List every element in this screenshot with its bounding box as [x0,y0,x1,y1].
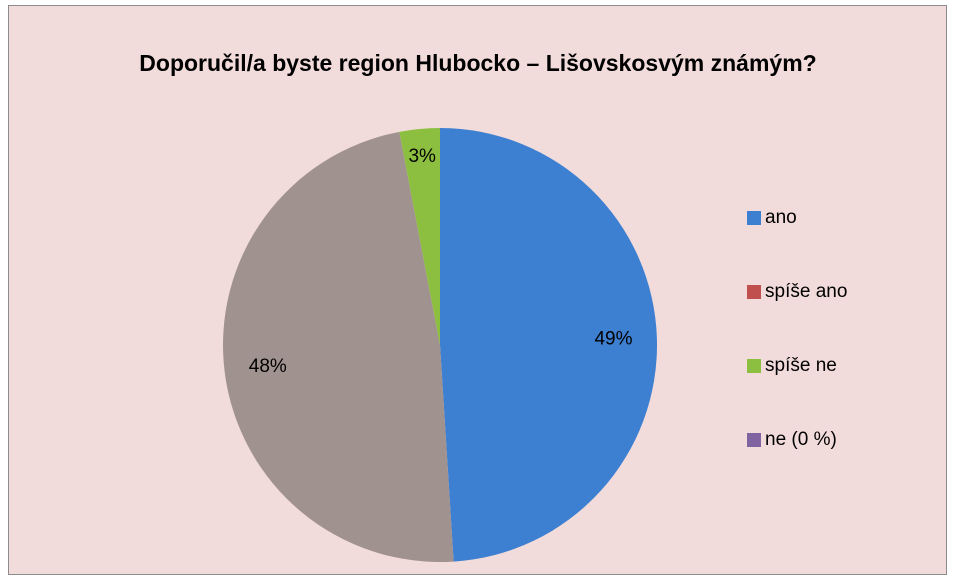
legend-swatch [747,211,761,225]
legend-label: ano [765,207,797,228]
data-label: 48% [249,356,287,377]
pie-slice [399,128,440,345]
chart-title: Doporučil/a byste region Hlubocko – Lišo… [139,50,817,76]
legend-swatch [747,285,761,299]
legend-label: spíše ne [765,355,837,376]
data-label: 3% [408,146,436,167]
legend-swatch [747,359,761,373]
legend-swatch [747,433,761,447]
pie-slice [440,128,657,562]
data-label: 49% [594,329,632,350]
pie-slice [222,131,454,562]
legend-label: ne (0 %) [765,429,837,450]
legend-label: spíše ano [765,281,847,302]
